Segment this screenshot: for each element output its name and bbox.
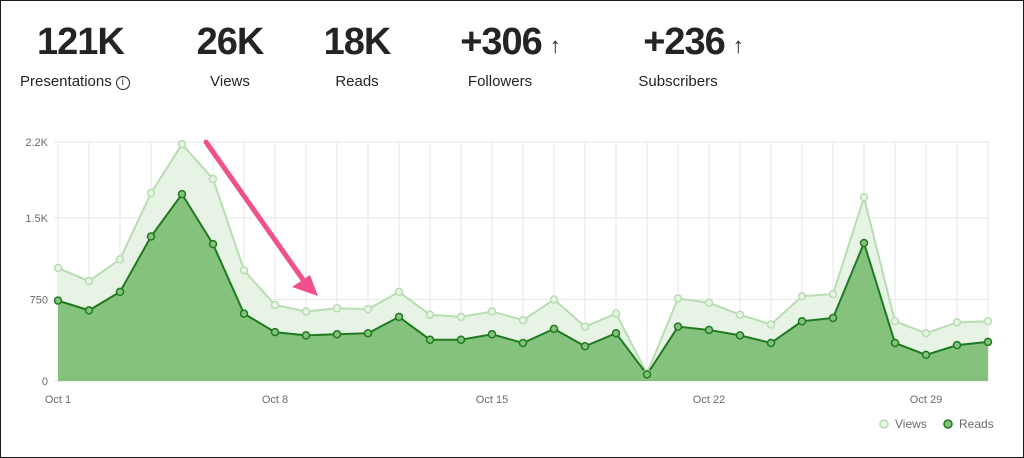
info-icon[interactable]: i xyxy=(115,76,130,90)
stat-presentations-label: Presentations xyxy=(20,73,112,90)
arrow-up-icon: ↑ xyxy=(549,33,561,58)
y-tick-label: 0 xyxy=(42,376,48,388)
reads-point xyxy=(177,189,187,199)
y-tick-label: 1.5K xyxy=(25,213,48,225)
x-tick-label: Oct 22 xyxy=(693,394,725,406)
legend-views-label: Views xyxy=(895,417,927,431)
views-point xyxy=(921,328,931,338)
reads-point xyxy=(115,287,125,297)
annotation-arrow-shaft xyxy=(203,139,309,287)
x-tick-label: Oct 29 xyxy=(910,394,942,406)
reads-point xyxy=(704,325,714,335)
reads-point xyxy=(332,330,342,339)
views-point xyxy=(53,263,63,273)
reads-point xyxy=(890,338,900,348)
reads-point xyxy=(363,328,373,338)
reads-point xyxy=(518,338,528,348)
reads-point xyxy=(549,324,559,334)
views-point xyxy=(394,287,404,297)
views-area xyxy=(58,144,988,381)
reads-point xyxy=(456,335,466,344)
annotation-arrow-head xyxy=(292,275,318,296)
reads-point xyxy=(673,322,683,331)
stat-subscribers-label: Subscribers xyxy=(638,73,718,90)
views-point xyxy=(859,193,869,202)
views-point xyxy=(487,307,497,316)
views-point xyxy=(673,294,683,303)
reads-point xyxy=(146,232,156,241)
reads-point xyxy=(611,328,621,338)
views-point xyxy=(797,292,807,301)
y-tick-label: 750 xyxy=(30,295,48,307)
stat-reads-value: 18K xyxy=(323,21,392,63)
views-point xyxy=(766,320,776,329)
views-point xyxy=(425,310,435,319)
stat-subscribers-value-row: +236 ↑ xyxy=(628,20,758,64)
views-point xyxy=(239,265,249,275)
reads-point xyxy=(301,331,311,340)
reads-point xyxy=(735,331,745,340)
stat-subscribers-value: +236 xyxy=(643,21,726,63)
views-point xyxy=(580,322,590,331)
views-point xyxy=(611,309,621,318)
arrow-up-icon: ↑ xyxy=(732,33,744,58)
views-point xyxy=(177,139,187,149)
stat-followers-value: +306 xyxy=(460,21,543,63)
reads-point xyxy=(394,312,404,322)
reads-point xyxy=(239,309,249,318)
views-point xyxy=(704,298,714,308)
stat-presentations-value: 121K xyxy=(37,21,125,63)
stat-followers-value-row: +306 ↑ xyxy=(445,20,575,64)
views-point xyxy=(735,310,745,319)
x-tick-label: Oct 8 xyxy=(262,394,288,406)
y-tick-label: 2.2K xyxy=(25,137,48,149)
views-point xyxy=(115,255,125,264)
views-point xyxy=(456,312,466,322)
x-tick-label: Oct 1 xyxy=(45,394,71,406)
legend-reads-label: Reads xyxy=(959,417,994,431)
reads-point xyxy=(580,341,590,351)
reads-point xyxy=(84,306,94,315)
reads-point xyxy=(208,239,218,249)
stat-reads-label: Reads xyxy=(335,73,379,90)
stat-presentations-label-row: Presentations i xyxy=(20,72,140,92)
views-point xyxy=(828,289,838,299)
views-point xyxy=(270,300,280,310)
x-tick-label: Oct 15 xyxy=(476,394,508,406)
stat-views-label: Views xyxy=(210,73,250,90)
reads-point xyxy=(952,340,962,350)
views-point xyxy=(301,307,311,316)
views-point xyxy=(952,318,962,327)
views-point xyxy=(208,174,218,184)
reads-point xyxy=(53,296,63,305)
stat-views: 26K Views xyxy=(185,20,275,92)
reads-point xyxy=(859,238,869,248)
reads-point xyxy=(270,327,280,337)
views-point xyxy=(518,315,528,325)
stat-presentations: 121K Presentations i xyxy=(20,20,140,92)
reads-point xyxy=(921,350,931,360)
views-point xyxy=(549,295,559,304)
stat-reads: 18K Reads xyxy=(315,20,399,92)
reads-point xyxy=(766,338,776,348)
stat-subscribers: +236 ↑ Subscribers xyxy=(628,20,758,92)
views-point xyxy=(983,317,993,326)
views-point xyxy=(332,303,342,313)
views-point xyxy=(890,317,900,326)
stat-views-value: 26K xyxy=(196,21,265,63)
reads-point xyxy=(983,337,993,347)
legend-views-marker xyxy=(879,419,889,429)
stat-followers: +306 ↑ Followers xyxy=(445,20,575,92)
views-point xyxy=(84,276,94,286)
views-point xyxy=(146,188,156,198)
reads-point xyxy=(642,370,652,379)
stat-followers-label: Followers xyxy=(467,73,533,90)
reads-point xyxy=(487,330,497,339)
legend-reads-marker xyxy=(943,419,953,429)
views-point xyxy=(363,305,373,314)
reads-point xyxy=(797,317,807,326)
reads-point xyxy=(425,335,435,344)
reads-point xyxy=(828,313,838,323)
